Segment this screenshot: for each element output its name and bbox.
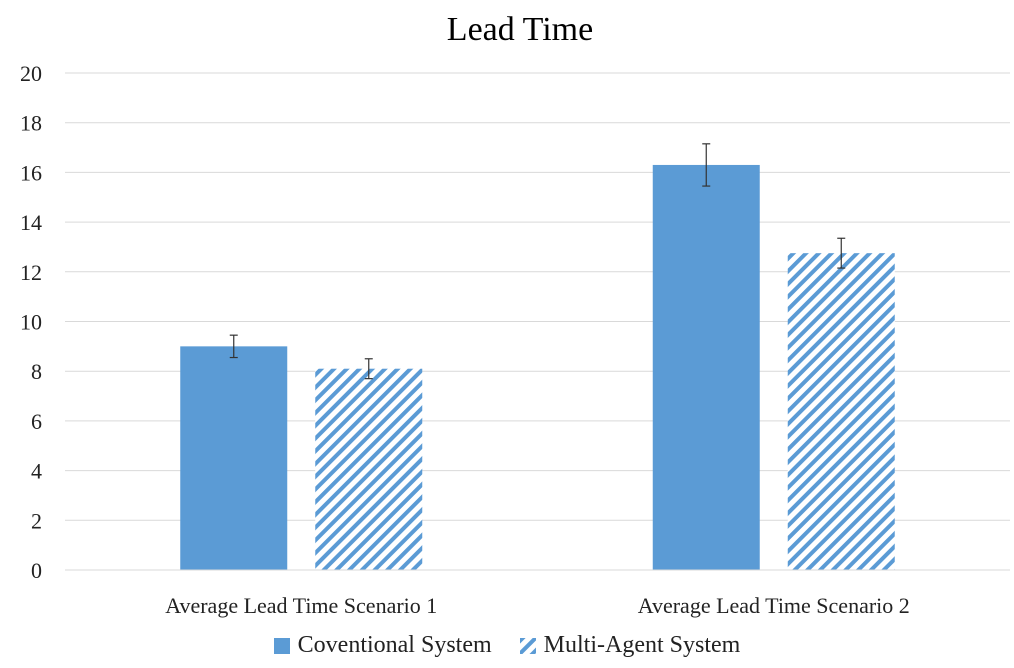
bar — [315, 368, 423, 570]
y-axis-ticks: 0 2 4 6 8 10 12 14 16 18 20 — [20, 61, 42, 583]
legend-item-conventional: Coventional System — [273, 632, 492, 659]
striped-swatch-icon — [519, 637, 536, 654]
x-axis-categories: Average Lead Time Scenario 1 Average Lead… — [165, 593, 910, 618]
y-tick-label: 18 — [20, 111, 42, 136]
y-tick-label: 12 — [20, 260, 42, 285]
bar — [180, 346, 288, 570]
y-tick-label: 14 — [20, 210, 42, 235]
error-bars — [229, 143, 846, 380]
legend: Coventional System Multi-Agent System — [0, 632, 1014, 659]
solid-swatch-icon — [273, 637, 290, 654]
x-category-label: Average Lead Time Scenario 2 — [638, 593, 910, 618]
legend-label-conventional: Coventional System — [297, 632, 492, 658]
bars — [180, 164, 895, 570]
y-tick-label: 4 — [31, 459, 42, 484]
legend-label-multi-agent: Multi-Agent System — [543, 632, 741, 658]
y-tick-label: 2 — [31, 508, 42, 533]
chart-title: Lead Time — [447, 11, 593, 48]
y-tick-label: 0 — [31, 558, 42, 583]
y-tick-label: 16 — [20, 160, 42, 185]
y-tick-label: 6 — [31, 409, 42, 434]
bar — [787, 253, 895, 570]
y-tick-label: 8 — [31, 359, 42, 384]
y-tick-label: 20 — [20, 61, 42, 86]
y-tick-label: 10 — [20, 310, 42, 335]
x-category-label: Average Lead Time Scenario 1 — [165, 593, 437, 618]
legend-item-multi-agent: Multi-Agent System — [519, 632, 741, 659]
bar — [652, 164, 760, 570]
